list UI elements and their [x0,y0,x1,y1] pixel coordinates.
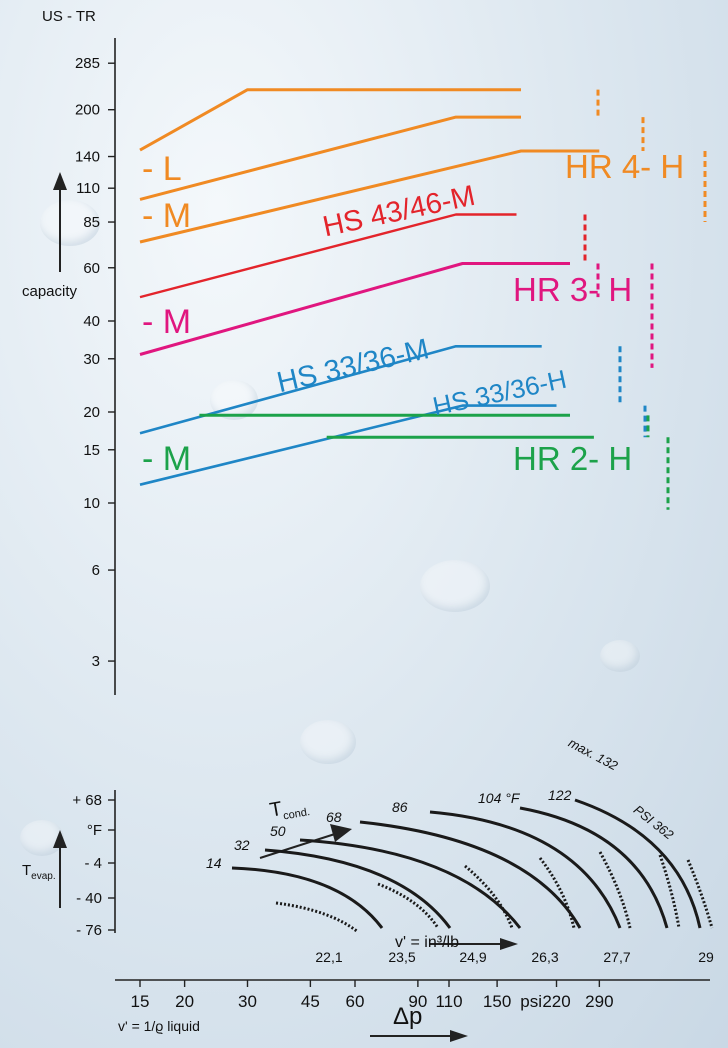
isotherm-dotted-arc [377,882,440,929]
isotherm-dotted-arc [464,864,514,929]
vprime-value: 29 [698,949,714,965]
hr4-m-label: - M [142,197,192,235]
x-tick-label: 30 [238,992,257,1011]
y-tick-label: 6 [92,562,100,579]
hr3-m-label: - M [142,303,192,341]
x-tick-label: 150 [483,992,511,1011]
x-tick-label: 290 [585,992,613,1011]
y-tick-label: 60 [83,260,100,277]
vprime-value: 26,3 [531,949,558,965]
y-tick-label: 40 [83,313,100,330]
y-tick-label: 285 [75,55,100,72]
isotherm-arc [299,838,522,929]
isotherm-dotted-arc [275,901,359,934]
water-drop [600,640,640,672]
x-axis-label: Δp [393,1003,423,1030]
isotherm-dotted-arc [686,859,714,929]
isotherm-dotted-arc [658,854,681,929]
y-tick-label: 3 [92,653,100,670]
isotherm-arc [519,806,669,929]
temp-label: 50 [270,823,286,839]
y-axis-label: capacity [22,283,78,300]
hr4-label: HR 4- H [565,148,685,185]
series-line [139,344,542,435]
lower-y-tick-label: - 76 [76,922,102,939]
hr3-label: HR 3- H [513,271,633,308]
tevap-arrow-head [53,830,67,848]
isotherm-arc [574,798,702,929]
x-unit-label: psi [520,992,542,1011]
water-drop [20,820,64,856]
x-tick-label: 220 [542,992,570,1011]
series-line [139,262,570,356]
lower-y-tick-label: - 4 [84,855,102,872]
tcond-arrow-head [330,824,352,842]
temp-label: 68 [326,809,342,825]
temp-label: 122 [548,787,572,803]
y-tick-label: 85 [83,214,100,231]
series-line [139,88,521,152]
vprime-arrow-head [500,938,518,950]
isotherm-arc [231,866,384,929]
vprime-value: 27,7 [603,949,630,965]
tevap-text: T [22,862,32,879]
temp-label: 14 [206,855,222,871]
y-tick-label: 200 [75,102,100,119]
lower-y-tick-label: °F [87,822,102,839]
y-tick-label: 10 [83,495,100,512]
x-tick-label: 20 [175,992,194,1011]
y-tick-label: 20 [83,404,100,421]
tevap-label: Tevap. [22,862,56,882]
y-tick-label: 110 [76,180,100,197]
vprime-value: 24,9 [459,949,486,965]
vprime-value: 23,5 [388,949,415,965]
isotherm-arc [429,810,622,929]
y-axis-unit: US - TR [42,8,96,25]
series-line [139,213,517,299]
series-line [139,115,521,201]
series-line [139,404,557,486]
x-tick-label: 15 [131,992,150,1011]
water-drop [40,200,100,246]
series-line [139,149,600,244]
capacity-arrow-head [53,172,67,190]
isotherm-arc [359,820,582,929]
x-tick-label: 110 [435,992,462,1011]
vprime-label: v' = in³/lb [395,934,459,951]
hr2-label: HR 2- H [513,440,633,477]
temp-label: 32 [234,837,250,853]
hr4-l-label: - L [142,150,182,188]
water-drop [210,380,258,420]
y-tick-label: 30 [83,351,100,368]
y-tick-label: 140 [75,149,100,166]
y-tick-label: 15 [83,442,100,459]
tcond-arrow-shaft [259,832,339,859]
lower-y-tick-label: - 40 [76,890,102,907]
water-drop [300,720,356,764]
x-sublabel: v' = 1/ϱ liquid [118,1018,200,1034]
x-tick-label: 90 [408,992,427,1011]
tevap-sub: evap. [31,871,56,882]
water-drop [420,560,490,612]
x-tick-label: 45 [301,992,320,1011]
isotherm-dotted-arc [538,857,576,929]
isotherm-arc [264,848,452,929]
dp-arrow-head [450,1030,468,1042]
temp-label: 86 [392,799,408,815]
hr2-m-label: - M [142,440,192,478]
vprime-value: 22,1 [315,949,342,965]
temp-label: 104 °F [478,790,521,806]
isotherm-dotted-arc [598,851,632,929]
lower-y-tick-label: + 68 [72,792,102,809]
x-tick-label: 60 [346,992,365,1011]
